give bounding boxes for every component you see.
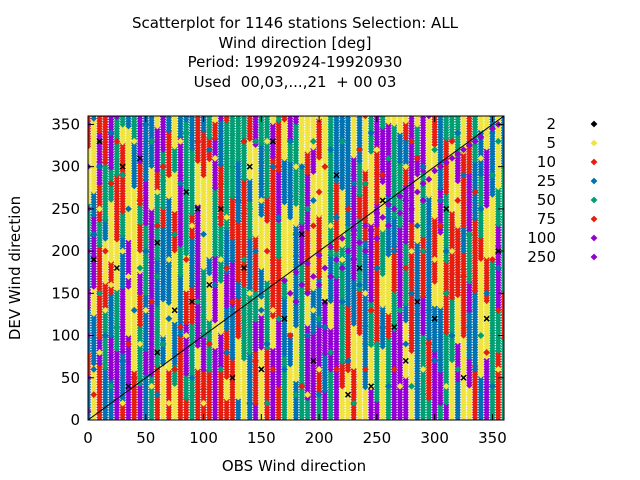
chart-title-line-1: Scatterplot for 1146 stations Selection:… xyxy=(131,14,459,32)
scatter-diamond xyxy=(154,116,161,120)
scatter-diamond xyxy=(165,116,173,121)
scatter-diamond xyxy=(102,116,109,121)
chart-title-line-2: Wind direction [deg] xyxy=(218,33,372,52)
scatter-diamond xyxy=(131,116,138,121)
scatter-diamond xyxy=(90,116,97,120)
chart-title: Scatterplot for 1146 stations Selection:… xyxy=(0,14,590,92)
chart-title-line-3: Period: 19920924-19920930 xyxy=(187,53,403,71)
scatter-diamond xyxy=(136,116,144,120)
scatter-diamond xyxy=(107,116,115,121)
scatter-diamond xyxy=(159,116,167,121)
scatter-diamond xyxy=(96,116,103,120)
chart-title-line-4: Used 00,03,...,21 + 00 03 xyxy=(193,72,397,91)
scatter-diamond xyxy=(125,116,132,120)
scatter-diamond xyxy=(113,116,121,121)
scatter-diamond xyxy=(148,116,155,121)
scatter-diamond xyxy=(119,116,126,121)
scatter-diamond xyxy=(88,116,92,120)
